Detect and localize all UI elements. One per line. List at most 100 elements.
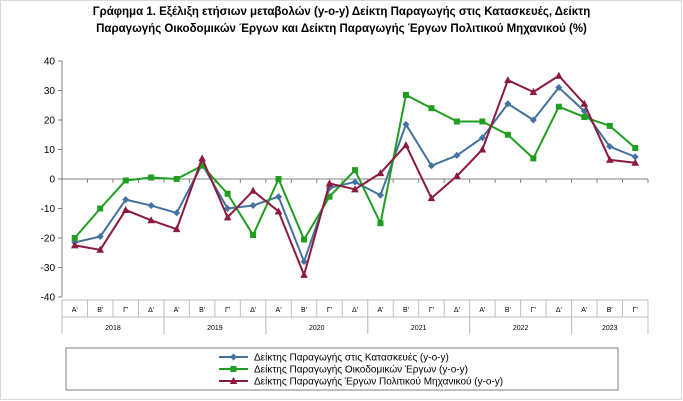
data-point: [325, 179, 334, 187]
quarter-tick-label: Β': [301, 307, 307, 314]
data-point: [199, 162, 206, 169]
data-point: [478, 134, 486, 142]
data-point: [605, 155, 614, 163]
data-point: [250, 232, 257, 239]
quarter-tick-label: Δ': [250, 307, 256, 314]
quarter-tick-label: Α': [581, 307, 587, 314]
year-tick-label: 2023: [602, 325, 618, 332]
data-point: [351, 178, 359, 186]
year-tick-label: 2019: [207, 325, 223, 332]
data-point: [148, 174, 155, 181]
data-point: [300, 258, 308, 266]
year-tick-label: 2021: [411, 325, 427, 332]
quarter-tick-label: Β': [199, 307, 205, 314]
data-point: [300, 270, 308, 278]
y-tick-label: -10: [41, 204, 56, 215]
year-tick-label: 2022: [513, 325, 529, 332]
quarter-tick-label: Γ': [531, 307, 536, 314]
data-point: [478, 145, 487, 153]
quarter-tick-label: Α': [72, 307, 78, 314]
y-tick-label: 10: [44, 145, 56, 156]
data-point: [121, 205, 130, 213]
data-point: [224, 205, 232, 212]
y-tick-label: -20: [41, 234, 56, 245]
series-1: [71, 84, 639, 266]
data-point: [122, 196, 130, 204]
quarter-tick-label: Β': [403, 307, 409, 314]
legend-entry: Δείκτης Παραγωγής στις Κατασκευές (y-o-y…: [219, 352, 449, 364]
quarter-tick-label: Β': [97, 307, 103, 314]
data-point: [352, 167, 358, 174]
chart-title-line2: Παραγωγής Οικοδομικών Έργων και Δείκτη Π…: [96, 23, 587, 35]
chart-title-line1: Γράφημα 1. Εξέλιξη ετήσιων μεταβολών (y-…: [92, 6, 591, 18]
y-tick-label: -40: [41, 293, 56, 304]
legend-entry: Δείκτης Παραγωγής Οικοδομικών Έργων (y-o…: [219, 364, 468, 376]
data-point: [632, 145, 639, 152]
data-point: [529, 87, 538, 95]
quarter-tick-label: Δ': [148, 307, 154, 314]
quarter-tick-label: Δ': [352, 307, 358, 314]
data-point: [377, 220, 384, 227]
data-point: [71, 235, 78, 241]
quarter-tick-label: Γ': [429, 307, 434, 314]
data-point: [122, 177, 129, 184]
legend-label: Δείκτης Παραγωγής Έργων Πολιτικού Μηχανι…: [254, 376, 503, 388]
legend-box: [65, 347, 619, 391]
data-point: [351, 185, 359, 193]
y-tick-label: 0: [49, 175, 55, 186]
data-point: [173, 176, 180, 182]
quarter-tick-label: Α': [276, 307, 282, 314]
data-point: [96, 245, 105, 253]
data-point: [479, 118, 486, 125]
data-point: [453, 151, 461, 159]
quarter-tick-label: Α': [174, 307, 180, 314]
data-point: [555, 84, 563, 92]
quarter-tick-label: Γ': [123, 307, 128, 314]
data-point: [229, 377, 238, 384]
data-point: [274, 207, 283, 215]
data-point: [70, 241, 79, 249]
quarter-tick-label: Α': [479, 307, 485, 314]
data-point: [504, 76, 512, 84]
data-point: [631, 153, 639, 161]
series-3: [70, 71, 640, 278]
data-point: [530, 155, 537, 162]
data-point: [555, 71, 563, 79]
quarter-tick-label: Δ': [556, 307, 562, 314]
chart-title: Γράφημα 1. Εξέλιξη ετήσιων μεταβολών (y-…: [40, 4, 643, 38]
data-point: [402, 141, 410, 149]
y-tick-label: 40: [44, 57, 56, 68]
quarter-tick-label: Β': [505, 307, 511, 314]
data-point: [230, 353, 237, 361]
quarter-tick-label: Γ': [633, 307, 638, 314]
quarter-tick-label: Δ': [454, 307, 460, 314]
data-point: [580, 99, 589, 107]
data-point: [427, 194, 436, 202]
data-point: [224, 190, 231, 197]
data-point: [172, 225, 181, 233]
data-point: [301, 236, 308, 243]
data-point: [376, 191, 384, 199]
quarter-tick-label: Β': [607, 307, 613, 314]
legend-label: Δείκτης Παραγωγής Οικοδομικών Έργων (y-o…: [254, 364, 468, 376]
y-tick-label: 30: [44, 86, 56, 97]
year-tick-label: 2020: [309, 325, 325, 332]
y-tick-label: -30: [41, 263, 56, 274]
data-point: [173, 209, 181, 217]
data-point: [326, 193, 333, 200]
data-point: [427, 162, 435, 170]
data-point: [198, 154, 206, 162]
legend-entry: Δείκτης Παραγωγής Έργων Πολιτικού Μηχανι…: [219, 376, 503, 388]
data-point: [428, 105, 435, 112]
data-point: [97, 205, 104, 212]
data-point: [249, 202, 257, 210]
data-point: [402, 120, 410, 128]
data-point: [555, 103, 562, 110]
data-point: [606, 143, 614, 151]
quarter-tick-label: Α': [377, 307, 383, 314]
data-point: [275, 176, 282, 182]
y-tick-label: 20: [44, 116, 56, 127]
year-tick-label: 2018: [105, 325, 121, 332]
